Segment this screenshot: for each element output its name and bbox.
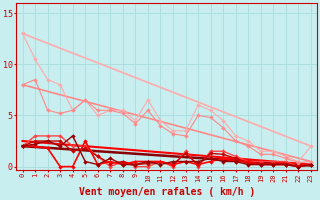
X-axis label: Vent moyen/en rafales ( km/h ): Vent moyen/en rafales ( km/h ) [79, 187, 255, 197]
